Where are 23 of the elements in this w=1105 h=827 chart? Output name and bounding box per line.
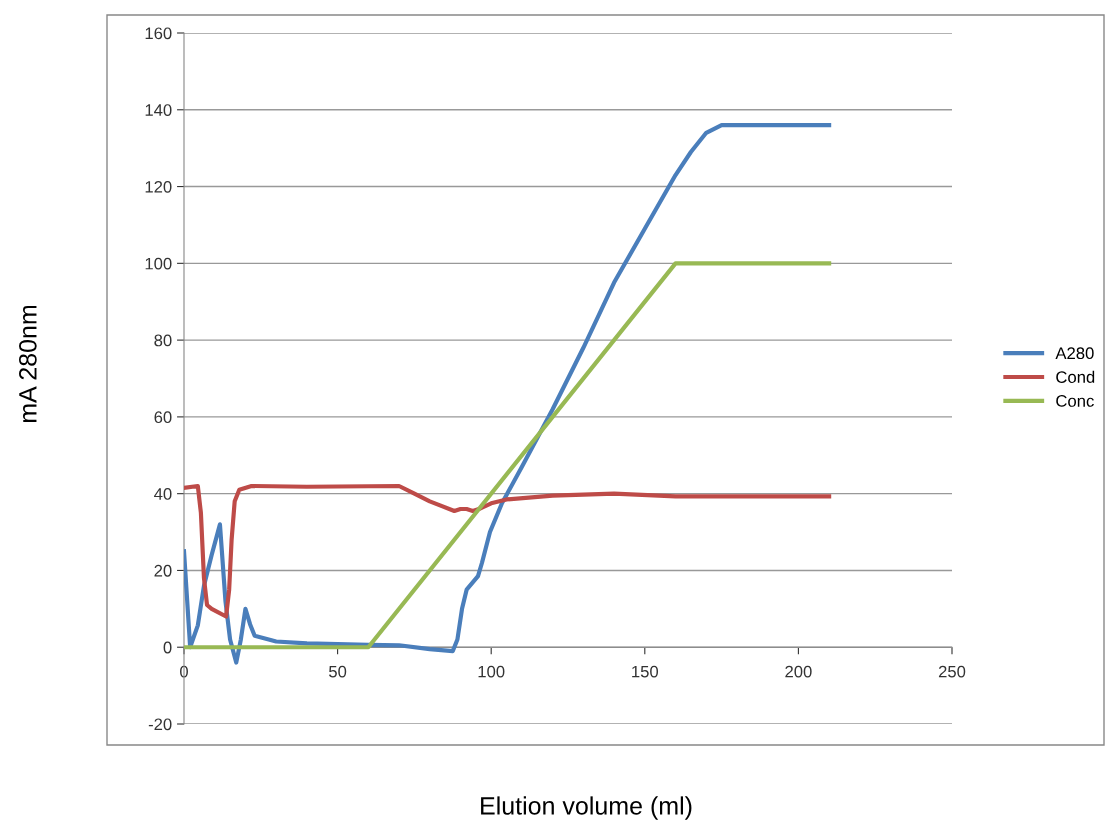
x-tick-label: 200 xyxy=(785,665,812,678)
y-tick-label: -20 xyxy=(148,718,172,731)
y-tick-label: 160 xyxy=(145,27,172,40)
y-tick-label: 60 xyxy=(154,411,172,424)
line-series xyxy=(184,483,832,619)
y-tick-label: 20 xyxy=(154,564,172,577)
y-axis-title: mA 280nm xyxy=(19,305,37,423)
x-tick-label: 150 xyxy=(632,665,659,678)
x-tick-label: 250 xyxy=(938,665,966,678)
legend-label: Conc xyxy=(1056,395,1094,407)
y-tick-label: 100 xyxy=(145,257,172,270)
x-tick-label: 50 xyxy=(329,665,347,678)
y-tick-label: 140 xyxy=(145,104,172,116)
x-tick-label: 0 xyxy=(180,665,188,678)
y-tick-label: 0 xyxy=(163,641,172,654)
y-tick-label: 80 xyxy=(154,334,172,347)
x-tick-label: 100 xyxy=(478,665,505,678)
legend-label: A280 xyxy=(1055,347,1094,360)
y-tick-label: 40 xyxy=(154,488,172,500)
line-series xyxy=(184,123,832,665)
x-axis-title: Elution volume (ml) xyxy=(481,796,692,820)
legend-label: Cond xyxy=(1056,370,1095,383)
y-tick-label: 120 xyxy=(145,180,172,193)
